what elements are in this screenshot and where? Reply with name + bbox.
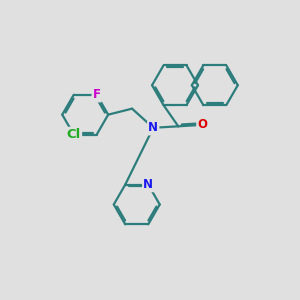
Text: O: O: [197, 118, 207, 131]
Text: Cl: Cl: [67, 128, 81, 141]
Text: N: N: [143, 178, 153, 191]
Text: N: N: [148, 121, 158, 134]
Text: F: F: [93, 88, 101, 101]
